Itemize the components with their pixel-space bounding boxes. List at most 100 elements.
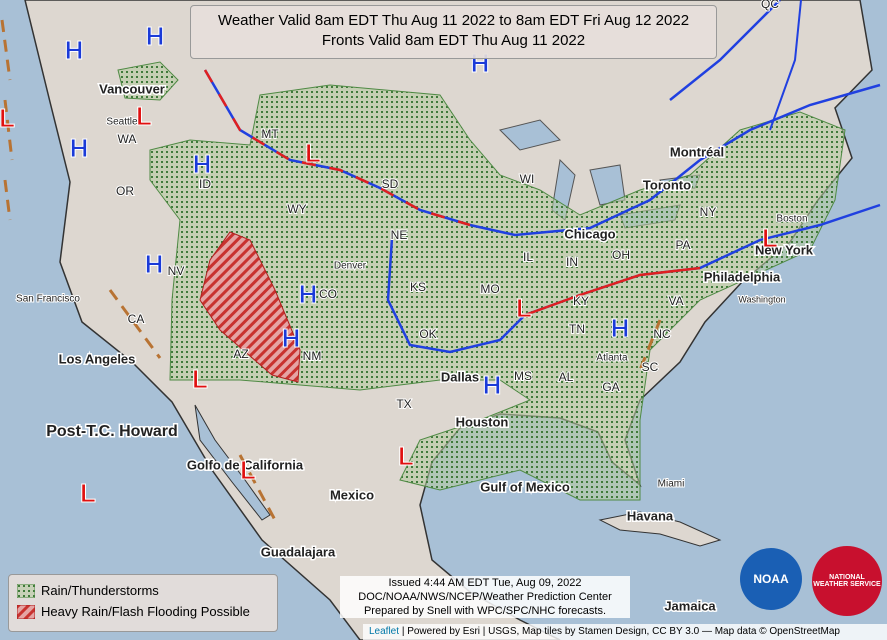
place-label: Jamaica [664,598,716,613]
place-label: Chicago [564,226,615,241]
high-pressure: H [65,35,84,65]
place-label: CA [128,312,145,326]
place-label: Seattle [106,117,138,128]
place-label: SC [642,360,659,374]
place-label: Washington [738,294,785,304]
cuba [598,511,722,547]
issued-box: Issued 4:44 AM EDT Tue, Aug 09, 2022 DOC… [340,576,630,618]
place-label: Boston [776,214,807,225]
leaflet-link[interactable]: Leaflet [369,626,400,637]
low-pressure: L [80,478,96,508]
legend-swatch [17,604,35,619]
attribution: Leaflet | Powered by Esri | USGS, Map ti… [363,624,887,640]
place-label: MO [480,282,499,296]
noaa-logo: NOAA [740,548,802,610]
warm-front [524,266,701,317]
place-label: SD [382,177,399,191]
place-label: TX [396,397,411,411]
place-label: WY [287,202,306,216]
high-pressure: H [299,279,318,309]
high-pressure: H [282,323,301,353]
place-label: CO [319,287,337,301]
place-label: QC [761,0,779,11]
low-pressure: L [305,138,321,168]
place-label: Montréal [670,144,724,159]
legend: Rain/Thunderstorms Heavy Rain/Flash Floo… [8,574,278,632]
place-label: Golfo de California [187,457,304,472]
rain-area [149,84,846,501]
place-label: Atlanta [596,353,628,364]
low-pressure: L [0,103,15,133]
place-label: ID [199,177,211,191]
legend-label: Heavy Rain/Flash Flooding Possible [41,604,250,619]
place-label: NC [653,327,671,341]
place-label: Denver [334,261,367,272]
place-label: WA [118,132,137,146]
place-label: OK [419,327,436,341]
place-label: VA [668,294,683,308]
title-box: Weather Valid 8am EDT Thu Aug 11 2022 to… [190,5,717,59]
high-pressure: H [146,21,165,51]
place-label: AL [559,370,574,384]
place-label: Dallas [441,369,479,384]
cold-front [669,0,781,101]
place-label: NV [168,264,185,278]
high-pressure: H [145,249,164,279]
place-label: Havana [627,508,674,523]
issued-line: DOC/NOAA/NWS/NCEP/Weather Prediction Cen… [358,591,612,603]
attribution-text: | Powered by Esri | USGS, Map tiles by S… [401,626,840,637]
low-pressure: L [240,455,256,485]
legend-item: Heavy Rain/Flash Flooding Possible [17,604,277,619]
place-label: MT [261,127,279,141]
place-label: MS [514,369,532,383]
place-label: GA [602,380,619,394]
place-label: OH [612,248,630,262]
place-label: IN [566,255,578,269]
place-label: KS [410,280,426,294]
rain-area [117,61,179,101]
place-label: WI [520,172,535,186]
place-label: OR [116,184,134,198]
stationary-front [203,69,881,237]
issued-line: Prepared by Snell with WPC/SPC/NHC forec… [363,605,607,617]
place-label: NE [391,228,408,242]
place-label: NM [303,349,322,363]
place-label: IL [523,250,533,264]
place-label: Toronto [643,177,691,192]
place-label: New York [755,242,814,257]
place-label: Guadalajara [261,544,336,559]
heavy-rain-area [199,231,301,383]
front [769,0,802,131]
place-label: Gulf of Mexico [480,479,570,494]
legend-swatch [17,583,35,598]
legend-label: Rain/Thunderstorms [41,583,159,598]
issued-line: Issued 4:44 AM EDT Tue, Aug 09, 2022 [388,577,582,589]
place-label: Post-T.C. Howard [46,423,178,440]
legend-item: Rain/Thunderstorms [17,583,277,598]
gulf-of-california [194,404,271,521]
high-pressure: H [611,313,630,343]
place-label: NY [700,205,717,219]
place-label: PA [675,238,690,252]
place-label: Los Angeles [59,351,136,366]
place-label: AZ [233,347,248,361]
subtitle: Fronts Valid 8am EDT Thu Aug 11 2022 [321,32,586,49]
place-label: San Francisco [16,294,80,305]
low-pressure: L [398,441,414,471]
place-label: Vancouver [99,81,165,96]
low-pressure: L [136,101,152,131]
low-pressure: L [516,293,532,323]
place-label: Mexico [330,487,374,502]
low-pressure: L [192,364,208,394]
place-label: Philadelphia [704,269,781,284]
high-pressure: H [193,149,212,179]
trough [0,19,662,521]
high-pressure: H [483,370,502,400]
title: Weather Valid 8am EDT Thu Aug 11 2022 to… [217,12,690,29]
place-label: Houston [456,414,509,429]
place-label: Miami [658,479,685,490]
high-pressure: H [70,133,89,163]
place-label: KY [573,294,589,308]
